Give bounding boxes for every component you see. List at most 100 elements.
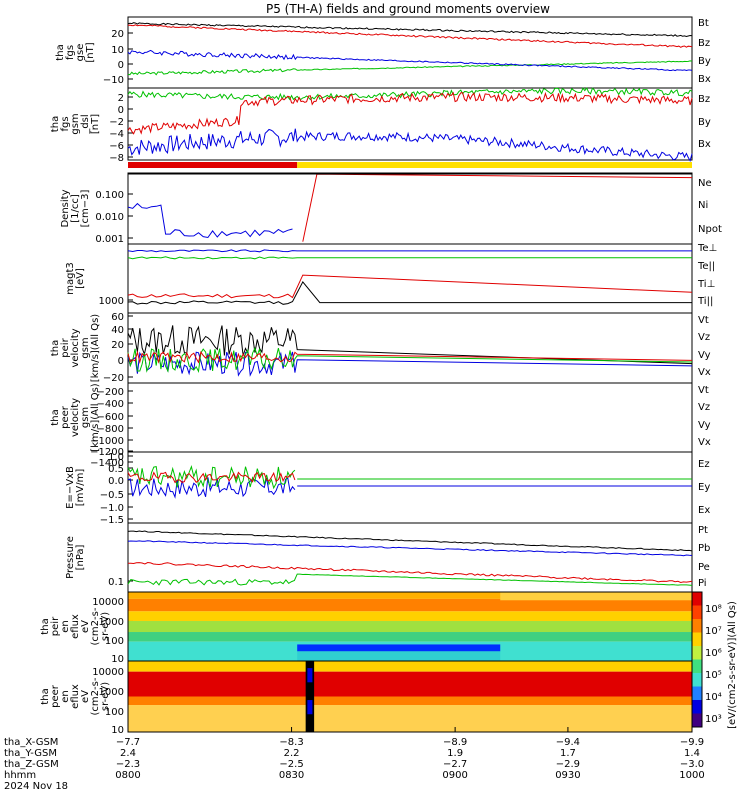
- y-label-line: tha: [50, 340, 61, 356]
- y-label-line: [nT]: [85, 42, 96, 62]
- spec-cell: [128, 632, 692, 642]
- x-tick-label: 1.7: [560, 748, 576, 759]
- panel-pressure: Pressure[nPa] 0.1 Pt Pb Pe Pi: [65, 522, 710, 593]
- x-tick-label: 1.9: [447, 748, 463, 759]
- trace-By: [127, 60, 693, 76]
- colorbar-cell: [692, 592, 702, 606]
- y-label-line: en: [60, 690, 71, 703]
- x-tick-label: 0900: [442, 770, 467, 781]
- colorbar-tick: 10⁸: [705, 604, 722, 615]
- colorbar-cell: [692, 646, 702, 660]
- panel-frame: [127, 172, 693, 245]
- legend-Vt: Vt: [698, 315, 709, 326]
- panel-frame: [127, 451, 693, 524]
- panel-peer_vel: thapeervelocitygsm[km/s](All Qs)−200−400…: [50, 382, 711, 469]
- colorbar-cell: [692, 700, 702, 714]
- panel-fgs_gsm: thafgsgsm_dsl[nT] 20−2−4−6−8 Bz By Bx: [50, 87, 711, 164]
- x-tick-label: −2.7: [443, 759, 467, 770]
- y-label-line: [eV]: [75, 268, 86, 289]
- y-label-line: magt3: [65, 262, 76, 295]
- spec-cell: [128, 611, 692, 621]
- colorbar-label: [eV/(cm2-s-sr-eV)](All Qs): [727, 601, 738, 729]
- trace-Bz: [127, 24, 693, 48]
- peer-spectrogram: [127, 660, 693, 733]
- x-tick-label: 0800: [115, 770, 140, 781]
- trace-Ez: [127, 471, 296, 484]
- y-tick-label: 1000: [99, 687, 124, 698]
- x-tick-label: 1000: [679, 770, 704, 781]
- y-tick-label: −1200: [90, 447, 124, 458]
- colorbar-cell: [692, 619, 702, 633]
- colorbar-cell: [692, 632, 702, 647]
- x-tick-label: −9.9: [680, 737, 704, 748]
- legend-Vy: Vy: [698, 420, 711, 431]
- spec-cell: [500, 592, 692, 601]
- y-tick-label: −1000: [90, 436, 124, 447]
- colorbar-tick: 10⁵: [705, 670, 722, 681]
- legend-Ex: Ex: [698, 505, 710, 516]
- y-tick-label: −1.0: [100, 503, 124, 514]
- y-label-line: tha: [40, 618, 51, 634]
- legend-Npot: Npot: [698, 224, 722, 235]
- colorbar-tick: 10⁴: [705, 692, 722, 703]
- x-tick-label: −8.9: [443, 737, 467, 748]
- y-tick-label: 0.5: [108, 464, 124, 475]
- spec-cell: [307, 668, 313, 683]
- legend-By: By: [698, 117, 711, 128]
- y-tick-label: −8: [109, 153, 124, 164]
- colorbar-cell: [692, 659, 702, 674]
- legend-Ne: Ne: [698, 178, 712, 189]
- y-tick-label: 100: [105, 707, 124, 718]
- y-tick-label: 20: [111, 340, 124, 351]
- y-axis-label: Pressure[nPa]: [65, 536, 86, 579]
- bar-yellow: [297, 162, 692, 168]
- colorbar-tick: 10³: [705, 714, 722, 725]
- legend-Vz: Vz: [698, 332, 710, 343]
- y-tick-label: 10: [111, 45, 124, 56]
- panel-frame: [127, 312, 693, 384]
- legend-Vt: Vt: [698, 385, 709, 396]
- trace-Ne: [302, 173, 693, 242]
- legend-Vx: Vx: [698, 367, 711, 378]
- x-tick-label: 0930: [555, 770, 580, 781]
- x-tick-label: −2.5: [279, 759, 303, 770]
- legend-Vx: Vx: [698, 437, 711, 448]
- y-tick-label: −4: [109, 129, 124, 140]
- spec-cell: [128, 620, 692, 633]
- y-tick-label: 1.0: [108, 452, 124, 463]
- colorbar-cell: [692, 713, 702, 728]
- y-tick-label: −1400: [90, 458, 124, 469]
- trace-Npot: [127, 202, 293, 239]
- y-tick-label: 0.0: [108, 476, 124, 487]
- legend-Vz: Vz: [698, 402, 710, 413]
- spec-cell: [128, 696, 692, 706]
- colorbar-cell: [692, 673, 702, 687]
- legend-Bt: Bt: [698, 18, 709, 29]
- y-label-line: gsm: [80, 407, 91, 428]
- x-tick-label: −9.4: [556, 737, 580, 748]
- spec-cell: [297, 651, 501, 661]
- trace-Bt: [127, 22, 693, 38]
- y-label-line: velocity: [70, 328, 81, 367]
- y-label-line: [nPa]: [75, 544, 86, 570]
- spec-cell: [128, 705, 692, 732]
- y-label-line: sr-eV): [100, 612, 111, 641]
- trace-Pi: [127, 540, 693, 557]
- y-tick-label: −800: [97, 424, 124, 435]
- y-axis-label: thapeerenefluxeV(cm2-s-sr-eV): [40, 677, 111, 715]
- y-label-line: peer: [60, 405, 71, 429]
- y-axis-label: thafgsgsm_dsl[nT]: [50, 113, 101, 134]
- y-tick-label: 0.001: [95, 234, 124, 245]
- colorbar-frame: [691, 591, 703, 728]
- panel-fgs_gse: thafgsgse[nT] 20 10 0 −10 Bt Bz By Bx: [55, 16, 711, 89]
- legend-Te⊥: Te⊥: [697, 243, 717, 254]
- legend-Bx: Bx: [698, 139, 711, 150]
- y-tick-label: 1000: [99, 617, 124, 628]
- legend-Ti⊥: Ti⊥: [697, 279, 715, 290]
- y-label-line: [1/cc]: [70, 194, 81, 223]
- y-tick-label: 10000: [92, 597, 124, 608]
- legend-Pt: Pt: [698, 525, 708, 536]
- y-label-line: eflux: [70, 614, 81, 639]
- y-label-line: [nT]: [90, 114, 101, 134]
- y-label-line: en: [60, 620, 71, 633]
